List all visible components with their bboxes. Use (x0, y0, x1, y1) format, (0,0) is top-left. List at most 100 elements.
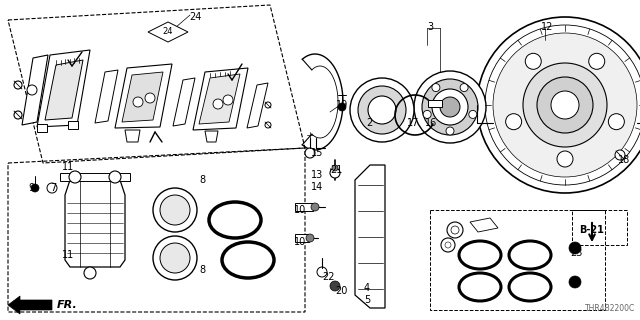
Text: 10: 10 (294, 237, 306, 247)
Polygon shape (95, 70, 118, 123)
Circle shape (615, 150, 625, 160)
Text: 19: 19 (336, 100, 348, 110)
Text: 9: 9 (28, 183, 34, 193)
Bar (60, 173, 130, 181)
Polygon shape (247, 83, 268, 128)
Text: B-21: B-21 (580, 225, 604, 235)
Bar (428, 100, 442, 107)
Polygon shape (470, 218, 498, 232)
Polygon shape (148, 22, 188, 42)
Circle shape (160, 195, 190, 225)
Text: 12: 12 (541, 22, 553, 32)
Text: 24: 24 (189, 12, 201, 22)
Circle shape (447, 222, 463, 238)
Circle shape (423, 110, 431, 118)
Bar (295, 234, 309, 242)
Polygon shape (22, 55, 48, 125)
Circle shape (432, 84, 440, 92)
Text: 20: 20 (335, 286, 348, 296)
Text: 16: 16 (425, 118, 437, 128)
Circle shape (350, 78, 414, 142)
Circle shape (69, 171, 81, 183)
Circle shape (330, 281, 340, 291)
Circle shape (460, 84, 468, 92)
Circle shape (446, 127, 454, 135)
Circle shape (609, 114, 625, 130)
Circle shape (485, 25, 640, 185)
Polygon shape (193, 68, 248, 130)
Circle shape (153, 236, 197, 280)
Circle shape (27, 85, 37, 95)
Circle shape (317, 267, 327, 277)
Bar (430, 210, 605, 310)
Bar (572, 210, 627, 245)
Text: 11: 11 (62, 250, 74, 260)
Bar (295, 203, 313, 211)
Polygon shape (173, 78, 195, 126)
Circle shape (332, 165, 338, 171)
Circle shape (589, 53, 605, 69)
Text: 24: 24 (163, 28, 173, 36)
Circle shape (469, 110, 477, 118)
Polygon shape (199, 74, 240, 124)
Text: 2: 2 (366, 118, 372, 128)
Circle shape (14, 111, 22, 119)
Text: 5: 5 (364, 295, 371, 305)
Circle shape (432, 89, 468, 125)
Circle shape (84, 267, 96, 279)
Text: 10: 10 (294, 205, 306, 215)
Circle shape (440, 97, 460, 117)
Circle shape (160, 243, 190, 273)
Polygon shape (8, 296, 52, 314)
Circle shape (306, 234, 314, 242)
Circle shape (445, 242, 451, 248)
Circle shape (537, 77, 593, 133)
Polygon shape (45, 60, 83, 120)
Circle shape (493, 33, 637, 177)
Circle shape (330, 168, 340, 178)
Circle shape (422, 79, 478, 135)
Text: 8: 8 (199, 175, 205, 185)
Text: THR4B2200C: THR4B2200C (585, 304, 635, 313)
Circle shape (525, 53, 541, 69)
Text: 15: 15 (311, 148, 323, 158)
Circle shape (305, 148, 315, 158)
Circle shape (47, 183, 57, 193)
Circle shape (14, 81, 22, 89)
Polygon shape (355, 165, 385, 308)
Circle shape (265, 102, 271, 108)
Text: 3: 3 (427, 22, 433, 32)
Circle shape (523, 63, 607, 147)
Circle shape (223, 95, 233, 105)
Circle shape (414, 71, 486, 143)
Circle shape (31, 184, 39, 192)
Polygon shape (65, 180, 125, 267)
Polygon shape (125, 130, 140, 142)
Polygon shape (37, 50, 90, 127)
Polygon shape (122, 72, 163, 122)
Text: 23: 23 (570, 248, 582, 258)
Circle shape (358, 86, 406, 134)
Circle shape (145, 93, 155, 103)
Text: 21: 21 (330, 165, 342, 175)
Bar (37, 124, 47, 132)
Circle shape (213, 99, 223, 109)
Text: 13: 13 (311, 170, 323, 180)
Circle shape (133, 97, 143, 107)
Text: 7: 7 (50, 183, 56, 193)
Text: 22: 22 (322, 272, 335, 282)
Circle shape (569, 242, 581, 254)
Circle shape (569, 276, 581, 288)
Circle shape (551, 91, 579, 119)
Circle shape (153, 188, 197, 232)
Circle shape (368, 96, 396, 124)
Polygon shape (115, 64, 172, 128)
Circle shape (557, 151, 573, 167)
Circle shape (338, 103, 346, 111)
Polygon shape (205, 131, 218, 142)
Text: 17: 17 (407, 118, 419, 128)
Circle shape (265, 122, 271, 128)
Bar (68, 121, 78, 129)
Circle shape (441, 238, 455, 252)
Text: 8: 8 (199, 265, 205, 275)
